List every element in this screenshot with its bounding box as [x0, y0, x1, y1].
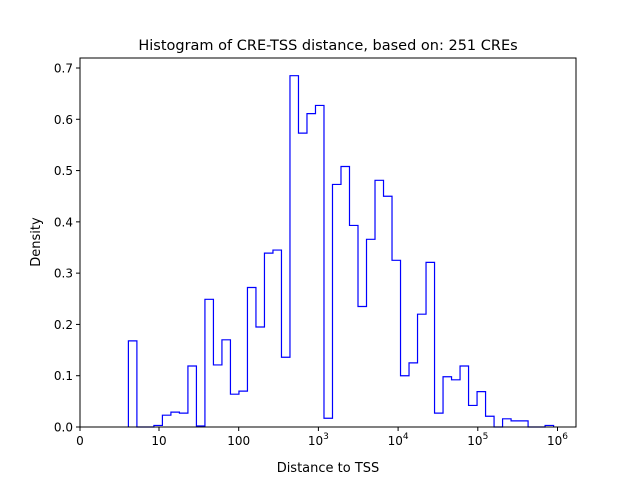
histogram-bin	[341, 166, 350, 427]
histogram-bin	[426, 262, 435, 427]
y-tick-label: 0.1	[54, 369, 73, 383]
x-tick-label: 100	[227, 434, 250, 448]
x-tick-label: 106	[547, 432, 568, 448]
histogram-bin	[469, 405, 478, 427]
x-tick-label: 0	[76, 434, 84, 448]
histogram-bin	[230, 394, 239, 427]
histogram-bin	[460, 366, 469, 427]
histogram-bin	[205, 299, 214, 427]
x-axis-label: Distance to TSS	[277, 461, 380, 476]
histogram-bin	[349, 225, 358, 427]
x-tick-label: 103	[308, 432, 329, 448]
histogram-bin	[332, 184, 341, 427]
axes-frame	[79, 57, 577, 428]
histogram-bin	[486, 416, 495, 427]
histogram-bin	[264, 253, 273, 427]
histogram-bin	[307, 114, 316, 427]
histogram-bin	[188, 366, 197, 427]
y-tick-label: 0.0	[54, 421, 73, 435]
y-axis-label: Density	[29, 217, 44, 267]
histogram-bin	[213, 365, 222, 427]
histogram-step-line	[127, 75, 555, 428]
histogram-bin	[452, 380, 461, 427]
histogram-bin	[435, 413, 444, 427]
histogram-bin	[409, 363, 418, 427]
histogram-bin	[375, 180, 384, 427]
y-tick-label: 0.5	[54, 164, 73, 178]
histogram-bin	[239, 391, 248, 427]
histogram-bin	[511, 421, 520, 427]
histogram-bin	[256, 327, 265, 427]
histogram-bin	[418, 314, 427, 427]
y-tick-label: 0.4	[54, 215, 73, 229]
y-tick-label: 0.2	[54, 318, 73, 332]
histogram-bin	[401, 376, 410, 427]
histogram-bin	[162, 415, 171, 427]
histogram-bin	[384, 196, 393, 427]
histogram-bin	[392, 260, 401, 427]
histogram-bin	[477, 392, 486, 427]
x-tick-label: 105	[467, 432, 488, 448]
chart-title: Histogram of CRE-TSS distance, based on:…	[138, 38, 517, 54]
histogram-bin	[520, 421, 529, 427]
histogram-bin	[367, 239, 376, 427]
histogram-bin	[273, 250, 282, 427]
y-tick-label: 0.7	[54, 62, 73, 76]
histogram-bin	[290, 76, 299, 427]
x-tick-label: 104	[388, 432, 409, 448]
histogram-bin	[247, 288, 256, 427]
histogram-bin	[179, 413, 188, 427]
histogram-bin	[281, 357, 290, 427]
histogram-bin	[315, 105, 324, 427]
histogram-bin	[358, 306, 367, 427]
y-tick-label: 0.3	[54, 267, 73, 281]
x-tick-label: 10	[151, 434, 166, 448]
y-tick-label: 0.6	[54, 113, 73, 127]
histogram-bin	[222, 340, 231, 427]
histogram-bin	[503, 419, 512, 427]
histogram-bin	[324, 418, 333, 427]
histogram-bin	[171, 412, 180, 427]
histogram-bin	[443, 377, 452, 427]
histogram-bin	[128, 341, 137, 427]
histogram-bin	[298, 133, 307, 427]
